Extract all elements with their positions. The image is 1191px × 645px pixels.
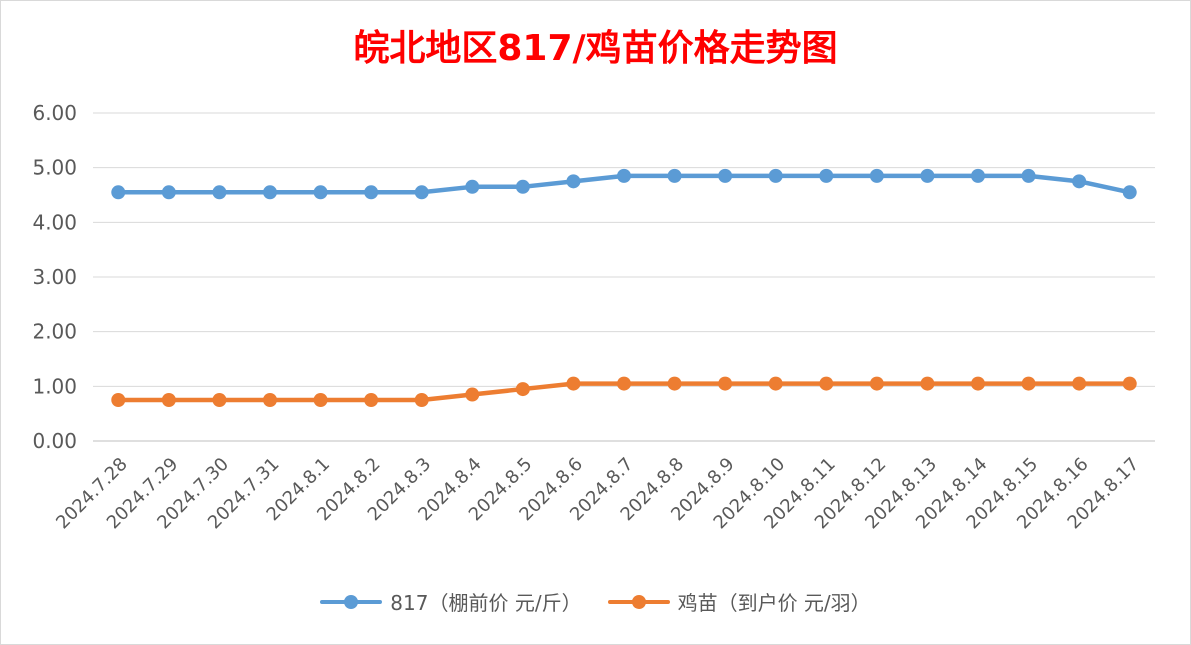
data-point [465,179,480,194]
data-point [161,185,176,200]
data-point [1122,185,1137,200]
data-point [617,168,631,183]
data-point [364,185,379,200]
legend-item-817: 817（棚前价 元/斤） [320,587,582,616]
data-point [819,376,834,391]
data-point [465,387,480,402]
legend-marker-chick [607,594,670,609]
data-point [1072,376,1087,391]
data-point [1072,174,1087,189]
y-tick-label: 3.00 [32,265,77,289]
data-point [364,393,379,407]
y-tick-label: 0.00 [32,429,77,453]
data-point [263,393,277,407]
data-point [920,168,935,183]
data-point [1021,168,1036,183]
data-point [971,376,985,391]
data-point [869,168,884,183]
data-point [111,185,126,200]
data-point [1122,376,1137,391]
legend-label-chick: 鸡苗（到户价 元/羽） [677,591,871,615]
data-point [515,179,530,194]
data-point [617,376,631,391]
legend-label-817: 817（棚前价 元/斤） [390,591,582,615]
data-point [667,168,682,183]
x-axis-ticks: 2024.7.282024.7.292024.7.302024.7.312024… [52,454,1143,534]
data-point [313,393,328,407]
y-tick-label: 2.00 [32,320,77,344]
data-point [313,185,328,200]
data-point [869,376,884,391]
y-tick-label: 6.00 [32,101,77,125]
data-point [768,168,783,183]
y-tick-label: 5.00 [32,156,77,180]
data-point [566,376,581,391]
data-point [971,168,985,183]
legend-item-chick: 鸡苗（到户价 元/羽） [607,587,871,616]
y-tick-label: 4.00 [32,210,77,234]
data-point [212,185,227,200]
data-point [515,382,530,397]
gridlines [93,112,1155,442]
chart-title: 皖北地区817/鸡苗价格走势图 [353,28,838,69]
data-point [768,376,783,391]
data-point [566,174,581,189]
data-point [819,168,834,183]
legend-marker-817 [320,594,383,609]
data-point [212,393,227,407]
data-point [1021,376,1036,391]
data-point [667,376,682,391]
data-point [111,393,126,407]
data-point [263,185,277,200]
data-point [718,168,733,183]
y-tick-label: 1.00 [32,374,77,398]
data-point [414,185,429,200]
data-point [920,376,935,391]
data-point [718,376,733,391]
legend: 817（棚前价 元/斤） 鸡苗（到户价 元/羽） [1,587,1190,616]
data-point [161,393,176,407]
y-axis-ticks: 0.00 1.00 2.00 3.00 4.00 5.00 6.00 [32,101,77,453]
series-layer [111,168,1137,407]
data-point [414,393,429,407]
